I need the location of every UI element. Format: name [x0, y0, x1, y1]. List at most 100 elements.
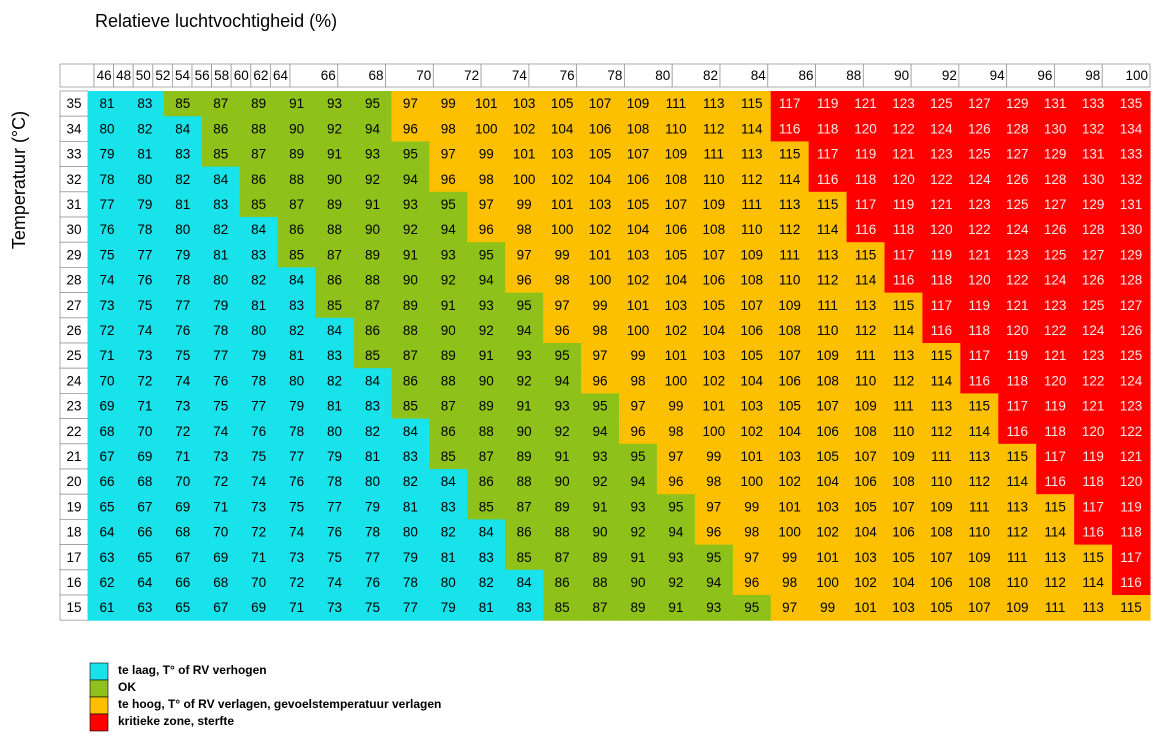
cell-value: 106 [930, 575, 953, 590]
cell-value: 88 [251, 121, 266, 136]
cell-value: 70 [175, 474, 190, 489]
cell-value: 108 [968, 575, 991, 590]
cell-value: 94 [479, 273, 495, 288]
cell-fill [770, 544, 810, 571]
cell-value: 94 [555, 373, 571, 388]
cell-fill [960, 469, 999, 495]
cell-value: 74 [289, 525, 305, 540]
cell-fill [846, 166, 885, 193]
cell-value: 81 [175, 197, 190, 212]
cell-fill [656, 191, 696, 218]
cell-fill [884, 343, 923, 369]
cell-value: 88 [593, 575, 608, 590]
cell-value: 107 [778, 348, 801, 363]
row-label: 33 [66, 147, 81, 162]
cell-fill [467, 595, 506, 621]
column-label: 48 [116, 68, 131, 83]
cell-fill [846, 595, 885, 621]
cell-value: 78 [99, 172, 114, 187]
cell-value: 125 [930, 96, 953, 111]
y-label: Temperatuur (°C) [9, 111, 29, 249]
cell-value: 105 [589, 147, 612, 162]
cell-value: 108 [854, 424, 877, 439]
cell-value: 102 [589, 222, 612, 237]
cell-value: 131 [1120, 197, 1143, 212]
cell-fill [732, 519, 772, 546]
cell-value: 75 [213, 399, 228, 414]
cell-value: 91 [289, 96, 304, 111]
cell-fill [125, 191, 165, 218]
cell-value: 90 [555, 474, 570, 489]
cell-fill [505, 166, 544, 193]
cell-fill [694, 116, 734, 142]
cell-fill [998, 443, 1037, 470]
cell-fill [163, 544, 203, 571]
cell-value: 76 [251, 424, 266, 439]
cell-fill [1112, 242, 1151, 268]
cell-fill [201, 166, 241, 193]
cell-value: 86 [555, 575, 570, 590]
cell-fill [884, 91, 923, 117]
cell-fill [125, 418, 165, 445]
cell-value: 70 [99, 373, 114, 388]
cell-value: 84 [213, 172, 229, 187]
cell-fill [770, 91, 810, 117]
cell-fill [732, 443, 772, 470]
cell-fill [732, 469, 772, 495]
cell-value: 85 [175, 96, 190, 111]
cell-value: 112 [1006, 525, 1028, 540]
cell-value: 98 [782, 575, 797, 590]
cell-value: 99 [744, 499, 759, 514]
cell-fill [581, 191, 620, 218]
cell-fill [353, 443, 392, 470]
cell-fill [277, 368, 317, 394]
cell-value: 125 [1006, 197, 1029, 212]
row-label: 29 [66, 247, 81, 262]
cell-fill [505, 217, 544, 243]
cell-value: 83 [251, 247, 266, 262]
cell-fill [88, 242, 127, 268]
legend-swatch [89, 679, 109, 698]
cell-fill [922, 292, 961, 319]
cell-fill [846, 267, 885, 294]
cell-value: 117 [931, 298, 953, 313]
cell-value: 104 [665, 273, 688, 288]
cell-fill [808, 91, 848, 117]
cell-value: 110 [703, 172, 725, 187]
cell-value: 72 [213, 474, 228, 489]
row-label-cell [59, 493, 89, 520]
cell-value: 129 [1082, 197, 1105, 212]
cell-value: 99 [555, 247, 570, 262]
cell-value: 114 [1044, 525, 1066, 540]
cell-fill [846, 569, 885, 596]
column-label: 94 [990, 68, 1006, 83]
cell-value: 112 [817, 273, 839, 288]
cell-fill [1036, 443, 1075, 470]
cell-value: 76 [137, 273, 152, 288]
cell-value: 81 [251, 298, 266, 313]
cell-value: 116 [969, 373, 991, 388]
cell-fill [770, 292, 810, 319]
cell-value: 106 [665, 222, 688, 237]
cell-value: 109 [665, 147, 688, 162]
row-label-cell [59, 418, 89, 445]
cell-fill [884, 544, 923, 571]
cell-fill [88, 494, 127, 520]
cell-fill [467, 569, 506, 596]
cell-value: 133 [1082, 96, 1105, 111]
cell-fill [656, 368, 696, 394]
cell-fill [922, 418, 961, 445]
cell-value: 127 [1006, 147, 1029, 162]
cell-fill [505, 544, 544, 571]
title: Relatieve luchtvochtigheid (%) [95, 11, 337, 31]
cell-value: 115 [817, 197, 839, 212]
cell-fill [391, 519, 430, 546]
cell-value: 101 [475, 96, 498, 111]
cell-fill [88, 418, 127, 445]
cell-value: 105 [892, 550, 915, 565]
cell-fill [1112, 191, 1151, 218]
legend-text: te laag, T° of RV verhogen [118, 663, 267, 677]
cell-fill [429, 343, 468, 369]
cell-fill [505, 595, 544, 621]
cell-fill [770, 191, 810, 218]
